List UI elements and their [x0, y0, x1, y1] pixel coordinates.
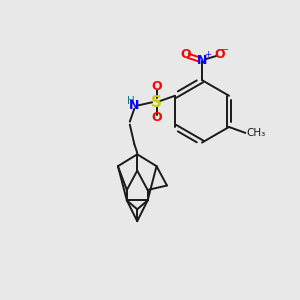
Text: −: −: [221, 45, 229, 56]
Text: S: S: [151, 95, 162, 110]
Text: O: O: [180, 48, 191, 62]
Text: O: O: [151, 111, 162, 124]
Text: O: O: [151, 80, 162, 93]
Text: H: H: [127, 96, 134, 106]
Text: CH₃: CH₃: [247, 128, 266, 138]
Text: N: N: [129, 99, 140, 112]
Text: +: +: [204, 50, 211, 59]
Text: N: N: [197, 54, 207, 67]
Text: O: O: [214, 48, 225, 62]
